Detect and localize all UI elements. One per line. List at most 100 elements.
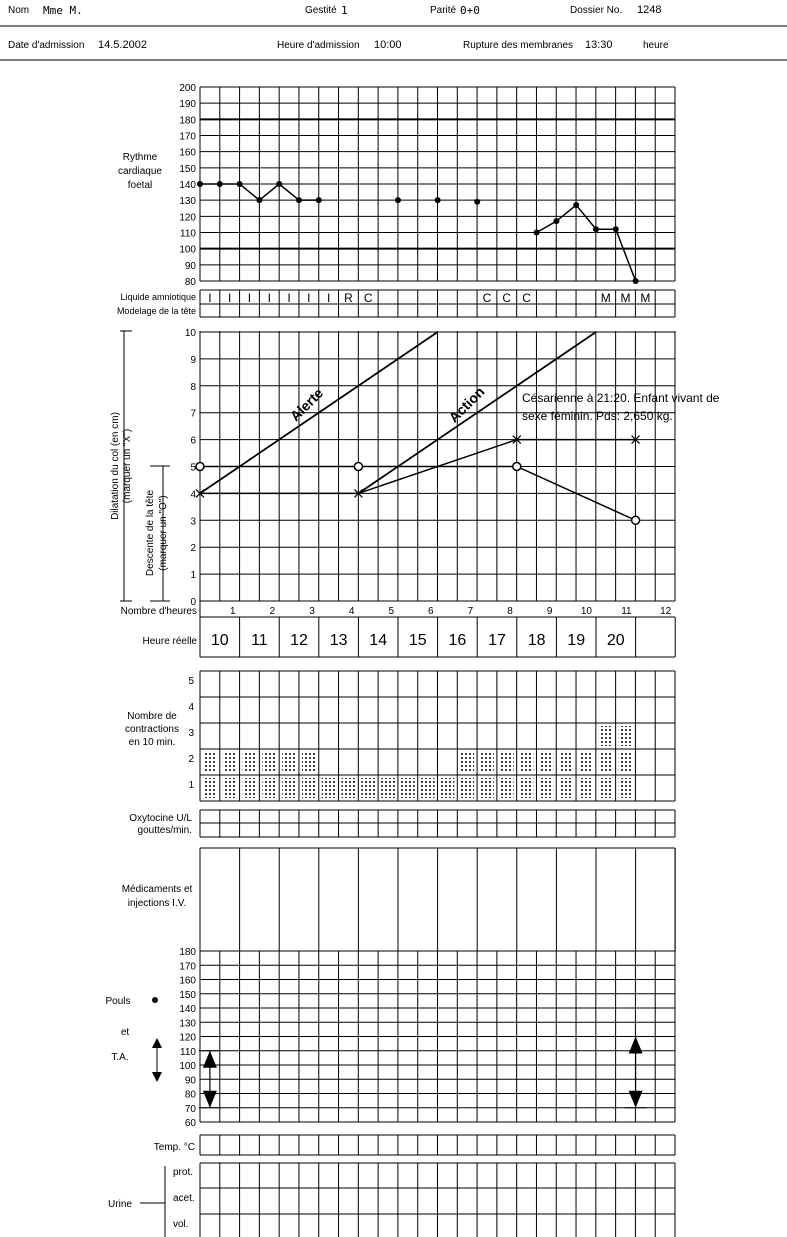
contraction-bar-cell (598, 752, 613, 772)
medicaments-label: Médicaments et (122, 884, 193, 895)
dilatation-x-marker (512, 435, 522, 445)
et-label: et (121, 1027, 130, 1038)
gestite-label: Gestité (305, 5, 337, 16)
descente-o-marker (195, 461, 205, 472)
liquide-cell: I (228, 291, 231, 305)
fhr-tick-label: 150 (179, 164, 196, 175)
fhr-point (434, 197, 441, 204)
hour-tick-label: 12 (660, 606, 672, 617)
contraction-bar-cell (579, 752, 593, 772)
real-hour-value: 12 (290, 632, 308, 649)
real-hour-value: 15 (409, 632, 427, 649)
admission-time-value: 10:00 (374, 39, 402, 51)
nombre-heures-label: Nombre d'heures (121, 606, 197, 617)
contraction-bar-cell (559, 778, 574, 798)
real-hour-value: 19 (567, 632, 585, 649)
oxytocine-label: Oxytocine U/L (129, 813, 192, 824)
hour-tick-label: 5 (388, 606, 394, 617)
hour-tick-label: 11 (621, 606, 632, 617)
fhr-point (276, 181, 283, 187)
contraction-bar-cell (480, 752, 494, 772)
dossier-value: 1248 (637, 4, 662, 16)
fhr-point (553, 218, 560, 225)
hour-tick-label: 9 (547, 606, 553, 617)
fhr-tick-label: 110 (180, 229, 196, 240)
contraction-bar-cell (242, 752, 257, 772)
liquide-cell: I (287, 291, 290, 305)
pouls-tick-label: 150 (179, 990, 196, 1001)
liquide-cell: C (522, 291, 531, 305)
fhr-tick-label: 100 (179, 245, 196, 256)
contraction-bar-cell (598, 778, 613, 798)
descente-o-marker (353, 461, 364, 472)
fhr-tick-label: 190 (179, 99, 196, 110)
real-hour-value: 18 (528, 632, 546, 649)
pouls-tick-label: 120 (179, 1033, 196, 1044)
descente-series-line (200, 465, 636, 521)
fhr-tick-label: 140 (179, 180, 196, 191)
descente-axis-label: (marquer un "O") (158, 495, 169, 570)
contraction-bar-cell (420, 778, 435, 798)
liquide-cell: M (640, 291, 650, 305)
cesarean-note: Césarienne à 21:20. Enfant vivant de (522, 391, 720, 405)
contraction-bar-cell (242, 778, 257, 798)
cesarean-note: sexe féminin. Pds: 2,650 kg. (522, 409, 673, 423)
liquide-cell: I (268, 291, 271, 305)
contraction-tick-label: 5 (188, 676, 194, 687)
contraction-bar-cell (499, 752, 514, 772)
ta-legend-up-arrow-icon (152, 1038, 162, 1048)
liquide-cell: R (344, 291, 353, 305)
fhr-tick-label: 130 (179, 196, 196, 207)
real-hour-value: 17 (488, 632, 506, 649)
admission-date-value: 14.5.2002 (98, 39, 147, 51)
pouls-tick-label: 170 (179, 961, 196, 972)
fhr-tick-label: 200 (179, 83, 196, 94)
contraction-tick-label: 1 (188, 780, 194, 791)
contractions-axis-label: en 10 min. (129, 737, 176, 748)
fhr-point (395, 197, 401, 204)
heure-reelle-label: Heure réelle (143, 636, 198, 647)
contraction-bar-cell (203, 752, 217, 772)
pouls-tick-label: 100 (179, 1061, 196, 1072)
medicaments-label: injections I.V. (128, 898, 187, 909)
rupture-unit: heure (643, 40, 669, 51)
dilatation-x-marker (353, 488, 363, 498)
contraction-bar-cell (460, 752, 475, 772)
modelage-label: Modelage de la tête (117, 306, 196, 316)
gestite-value: 1 (341, 4, 348, 17)
contraction-bar-cell (400, 778, 415, 798)
contraction-bar-cell (361, 778, 376, 798)
contractions-axis-label: Nombre de (127, 711, 177, 722)
contraction-bar-cell (282, 752, 296, 772)
fhr-point (612, 226, 619, 233)
partogram-tick-label: 6 (190, 436, 196, 447)
liquide-cell: I (248, 291, 251, 305)
contraction-bar-cell (579, 778, 593, 798)
contraction-bar-cell (539, 778, 554, 798)
liquide-cell: C (502, 291, 511, 305)
parite-value: 0+0 (460, 4, 480, 17)
alert-line-label: Alerte (287, 385, 327, 425)
partogram-tick-label: 1 (190, 570, 196, 581)
partogram-tick-label: 10 (185, 328, 197, 339)
pouls-label: Pouls (105, 996, 130, 1007)
partogram-tick-label: 0 (190, 597, 196, 608)
dilatation-axis-label: (marquer un "X") (122, 429, 133, 503)
contraction-bar-cell (618, 726, 633, 746)
pouls-tick-label: 90 (185, 1075, 197, 1086)
ta-diastolic-arrow (628, 1090, 643, 1108)
pouls-legend-icon (152, 997, 158, 1003)
fhr-tick-label: 120 (179, 212, 196, 223)
hour-tick-label: 7 (468, 606, 474, 617)
fhr-point (593, 226, 599, 233)
pouls-tick-label: 140 (179, 1004, 196, 1015)
partogram-tick-label: 2 (190, 543, 196, 554)
real-hour-value: 10 (211, 632, 229, 649)
pouls-tick-label: 60 (185, 1118, 197, 1129)
partogram-tick-label: 8 (190, 382, 196, 393)
contraction-bar-cell (222, 752, 237, 772)
hour-tick-label: 8 (507, 606, 513, 617)
real-hour-value: 16 (449, 632, 467, 649)
contraction-bar-cell (539, 752, 554, 772)
fhr-point (474, 198, 481, 205)
